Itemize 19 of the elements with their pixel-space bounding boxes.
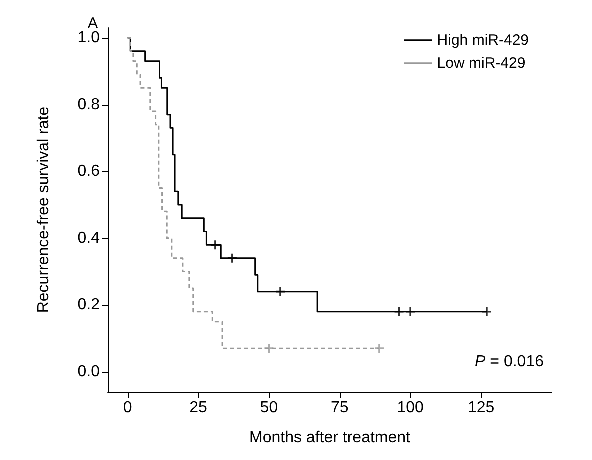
y-tick-label: 0.8 [78, 96, 100, 114]
point [374, 344, 384, 354]
x-tick-label: 50 [260, 400, 278, 416]
x-tick-label: 0 [123, 400, 132, 416]
y-tick-label: 0.6 [78, 163, 100, 180]
y-tick-label: 0.0 [78, 363, 100, 380]
annotation: P = 0.016 [475, 354, 544, 370]
x-tick-label: 100 [397, 400, 424, 416]
x-tick-label: 25 [190, 400, 208, 416]
legend-label: Low miR-429 [437, 55, 526, 72]
x-axis-title: Months after treatment [250, 430, 412, 446]
legend-label: High miR-429 [437, 32, 530, 49]
y-axis-title: Recurrence-free survival rate [36, 106, 52, 314]
text: A [88, 15, 98, 32]
y-tick-label: 0.4 [78, 230, 100, 247]
x-tick-label: 125 [468, 400, 495, 416]
x-tick-label: 75 [331, 400, 349, 416]
y-tick-label: 1.0 [78, 30, 100, 47]
y-tick-label: 0.2 [78, 296, 100, 314]
